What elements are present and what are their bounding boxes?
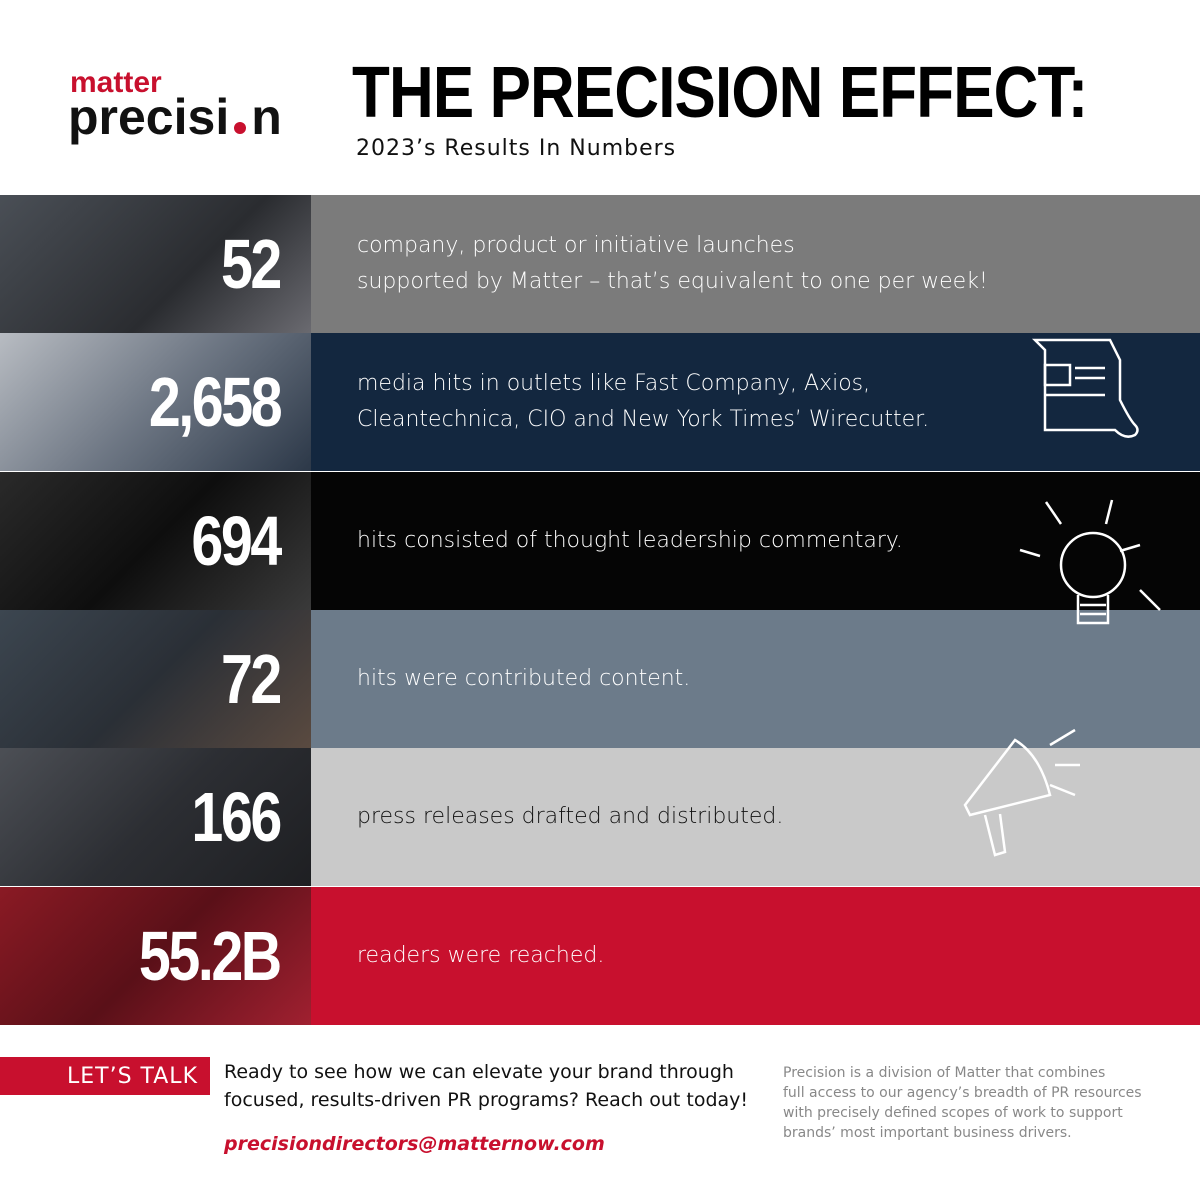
- about-line: with precisely defined scopes of work to…: [783, 1105, 1123, 1121]
- stat-text: company, product or initiative launches s…: [357, 195, 988, 333]
- stat-number: 55.2B: [139, 916, 282, 995]
- stat-text: readers were reached.: [357, 887, 604, 1025]
- stat-text: hits were contributed content.: [357, 610, 690, 748]
- stat-number: 2,658: [148, 363, 283, 442]
- footer-line: focused, results-driven PR programs? Rea…: [224, 1089, 749, 1111]
- stat-line: supported by Matter – that’s equivalent …: [357, 269, 988, 294]
- cta-button[interactable]: LET’S TALK: [0, 1057, 210, 1095]
- row-photo: [0, 748, 311, 887]
- row-photo: [0, 195, 311, 333]
- stat-line: hits consisted of thought leadership com…: [357, 527, 903, 553]
- row-photo: [0, 886, 311, 1025]
- footer-about: Precision is a division of Matter that c…: [783, 1063, 1142, 1143]
- subtitle: 2023’s Results In Numbers: [356, 136, 677, 161]
- stat-row: 55.2B readers were reached.: [0, 886, 1200, 1025]
- row-photo: [0, 471, 311, 610]
- about-line: full access to our agency’s breadth of P…: [783, 1085, 1142, 1101]
- stat-number: 72: [221, 639, 282, 718]
- stat-line: readers were reached.: [357, 942, 605, 968]
- logo-text: n: [251, 89, 282, 145]
- stat-text: media hits in outlets like Fast Company,…: [357, 333, 929, 471]
- stat-number: 694: [191, 501, 283, 580]
- stat-number: 166: [191, 778, 283, 857]
- row-photo: [0, 609, 311, 748]
- logo-bottom: precisi n: [68, 88, 282, 146]
- stat-row: 694 hits consisted of thought leadership …: [0, 471, 1200, 610]
- stat-row: 72 hits were contributed content.: [0, 609, 1200, 748]
- footer-line: Ready to see how we can elevate your bra…: [224, 1061, 734, 1083]
- stat-line: hits were contributed content.: [357, 665, 691, 691]
- stat-row: 52 company, product or initiative launche…: [0, 195, 1200, 333]
- logo-dot: [234, 122, 247, 134]
- stat-line: media hits in outlets like Fast Company,…: [357, 371, 871, 397]
- footer-message: Ready to see how we can elevate your bra…: [224, 1058, 748, 1114]
- stat-row: 166 press releases drafted and distribute…: [0, 748, 1200, 887]
- stat-text: press releases drafted and distributed.: [357, 748, 783, 886]
- title: THE PRECISION EFFECT:: [352, 53, 1088, 133]
- stat-row: 2,658 media hits in outlets like Fast Com…: [0, 333, 1200, 472]
- stat-number: 52: [221, 225, 282, 303]
- about-line: Precision is a division of Matter that c…: [783, 1065, 1106, 1081]
- stat-line: company, product or initiative launches: [357, 233, 795, 258]
- logo-top: matter: [70, 66, 162, 99]
- email-link[interactable]: precisiondirectors@matternow.com: [224, 1133, 605, 1155]
- logo-text: precisi: [68, 89, 230, 145]
- stat-line: press releases drafted and distributed.: [357, 804, 784, 830]
- stat-text: hits consisted of thought leadership com…: [357, 472, 903, 610]
- about-line: brands’ most important business drivers.: [783, 1125, 1072, 1141]
- row-photo: [0, 333, 311, 472]
- stat-line: Cleantechnica, CIO and New York Times’ W…: [357, 407, 930, 433]
